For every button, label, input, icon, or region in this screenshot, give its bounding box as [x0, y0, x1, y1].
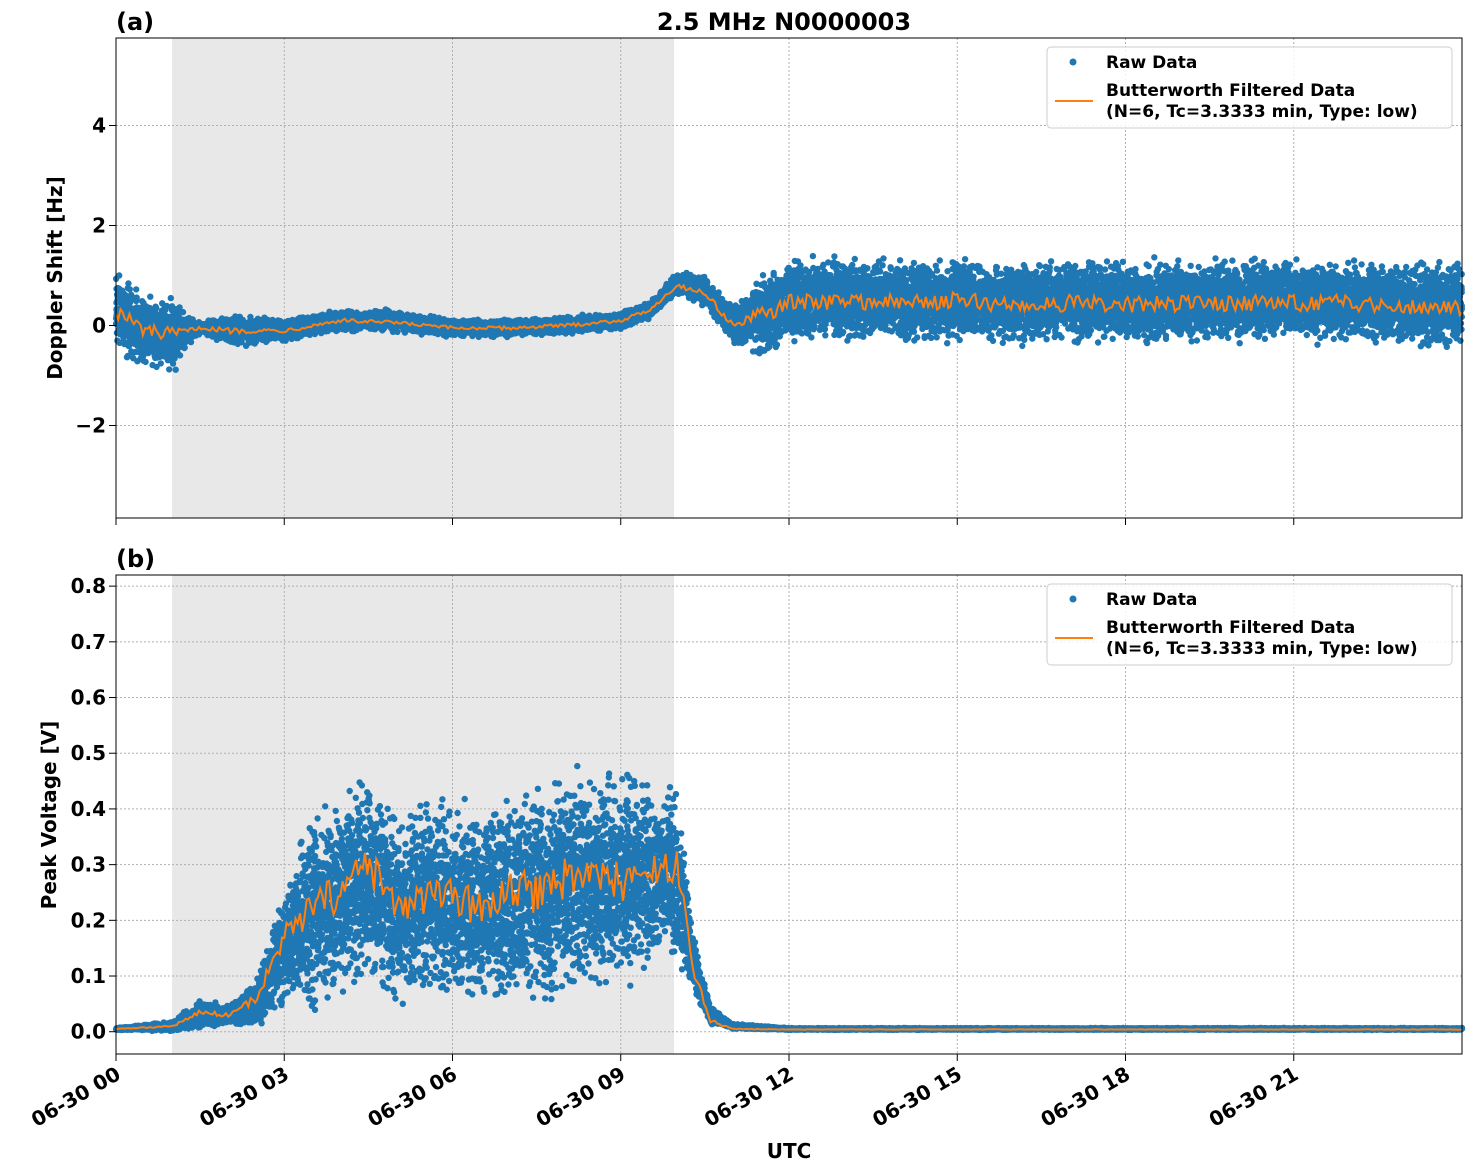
- y-tick-label: 0.7: [71, 630, 106, 654]
- x-ticks-a: [115, 518, 1295, 525]
- raw-data-points-a: [112, 252, 1465, 373]
- legend-raw-marker-a: [1069, 58, 1077, 66]
- y-tick-label: 0.4: [71, 797, 106, 821]
- shaded-interval-a: [172, 38, 675, 518]
- raw-data-points-b: [112, 762, 1466, 1035]
- legend-filtered-label-b: Butterworth Filtered Data: [1106, 618, 1355, 638]
- legend-box-b: [1046, 583, 1453, 666]
- legend-filtered-params-a: (N=6, Tc=3.3333 min, Type: low): [1106, 102, 1418, 122]
- filtered-line-b: [115, 851, 1463, 1031]
- y-tick-label: 0.3: [71, 853, 106, 877]
- legend-box-a: [1046, 46, 1453, 129]
- x-axis-label: UTC: [767, 1139, 812, 1163]
- panel-label-a: (a): [116, 8, 154, 36]
- legend-raw-label-b: Raw Data: [1106, 590, 1197, 610]
- y-tick-label: 0.0: [71, 1020, 106, 1044]
- raw-data-scatter: [112, 762, 1466, 1035]
- filtered-line-a: [115, 283, 1463, 341]
- y-tick-label: 4: [92, 114, 106, 138]
- y-tick-label: 2: [92, 214, 106, 238]
- y-tick-label: 0: [92, 314, 106, 338]
- legend-filtered-label-a: Butterworth Filtered Data: [1106, 81, 1355, 101]
- legend-filtered-params-b: (N=6, Tc=3.3333 min, Type: low): [1106, 639, 1418, 659]
- panel-label-b: (b): [116, 545, 155, 573]
- legend-a: Raw Data Butterworth Filtered Data (N=6,…: [1046, 46, 1453, 129]
- y-axis-label-a: Doppler Shift [Hz]: [43, 176, 67, 380]
- y-axis-label-b: Peak Voltage [V]: [37, 721, 61, 910]
- y-tick-label: 0.8: [71, 574, 106, 598]
- panel-a-doppler: −2 0 2 4 (a) 2.5 MHz N0000003 Doppler Shift…: [43, 8, 1465, 525]
- chart-title: 2.5 MHz N0000003: [657, 8, 911, 36]
- y-tick-label: 0.6: [71, 686, 106, 710]
- y-ticks-b: 0.0 0.1 0.2 0.3 0.4 0.5 0.6 0.7 0.8: [71, 574, 116, 1044]
- legend-b: Raw Data Butterworth Filtered Data (N=6,…: [1046, 583, 1453, 666]
- y-tick-label: −2: [75, 414, 106, 438]
- y-tick-label: 0.1: [71, 964, 106, 988]
- legend-raw-label-a: Raw Data: [1106, 53, 1197, 73]
- y-ticks-a: −2 0 2 4: [75, 114, 116, 438]
- raw-data-scatter: [112, 252, 1465, 373]
- legend-raw-marker-b: [1069, 595, 1077, 603]
- y-tick-label: 0.5: [71, 741, 106, 765]
- y-tick-label: 0.2: [71, 908, 106, 932]
